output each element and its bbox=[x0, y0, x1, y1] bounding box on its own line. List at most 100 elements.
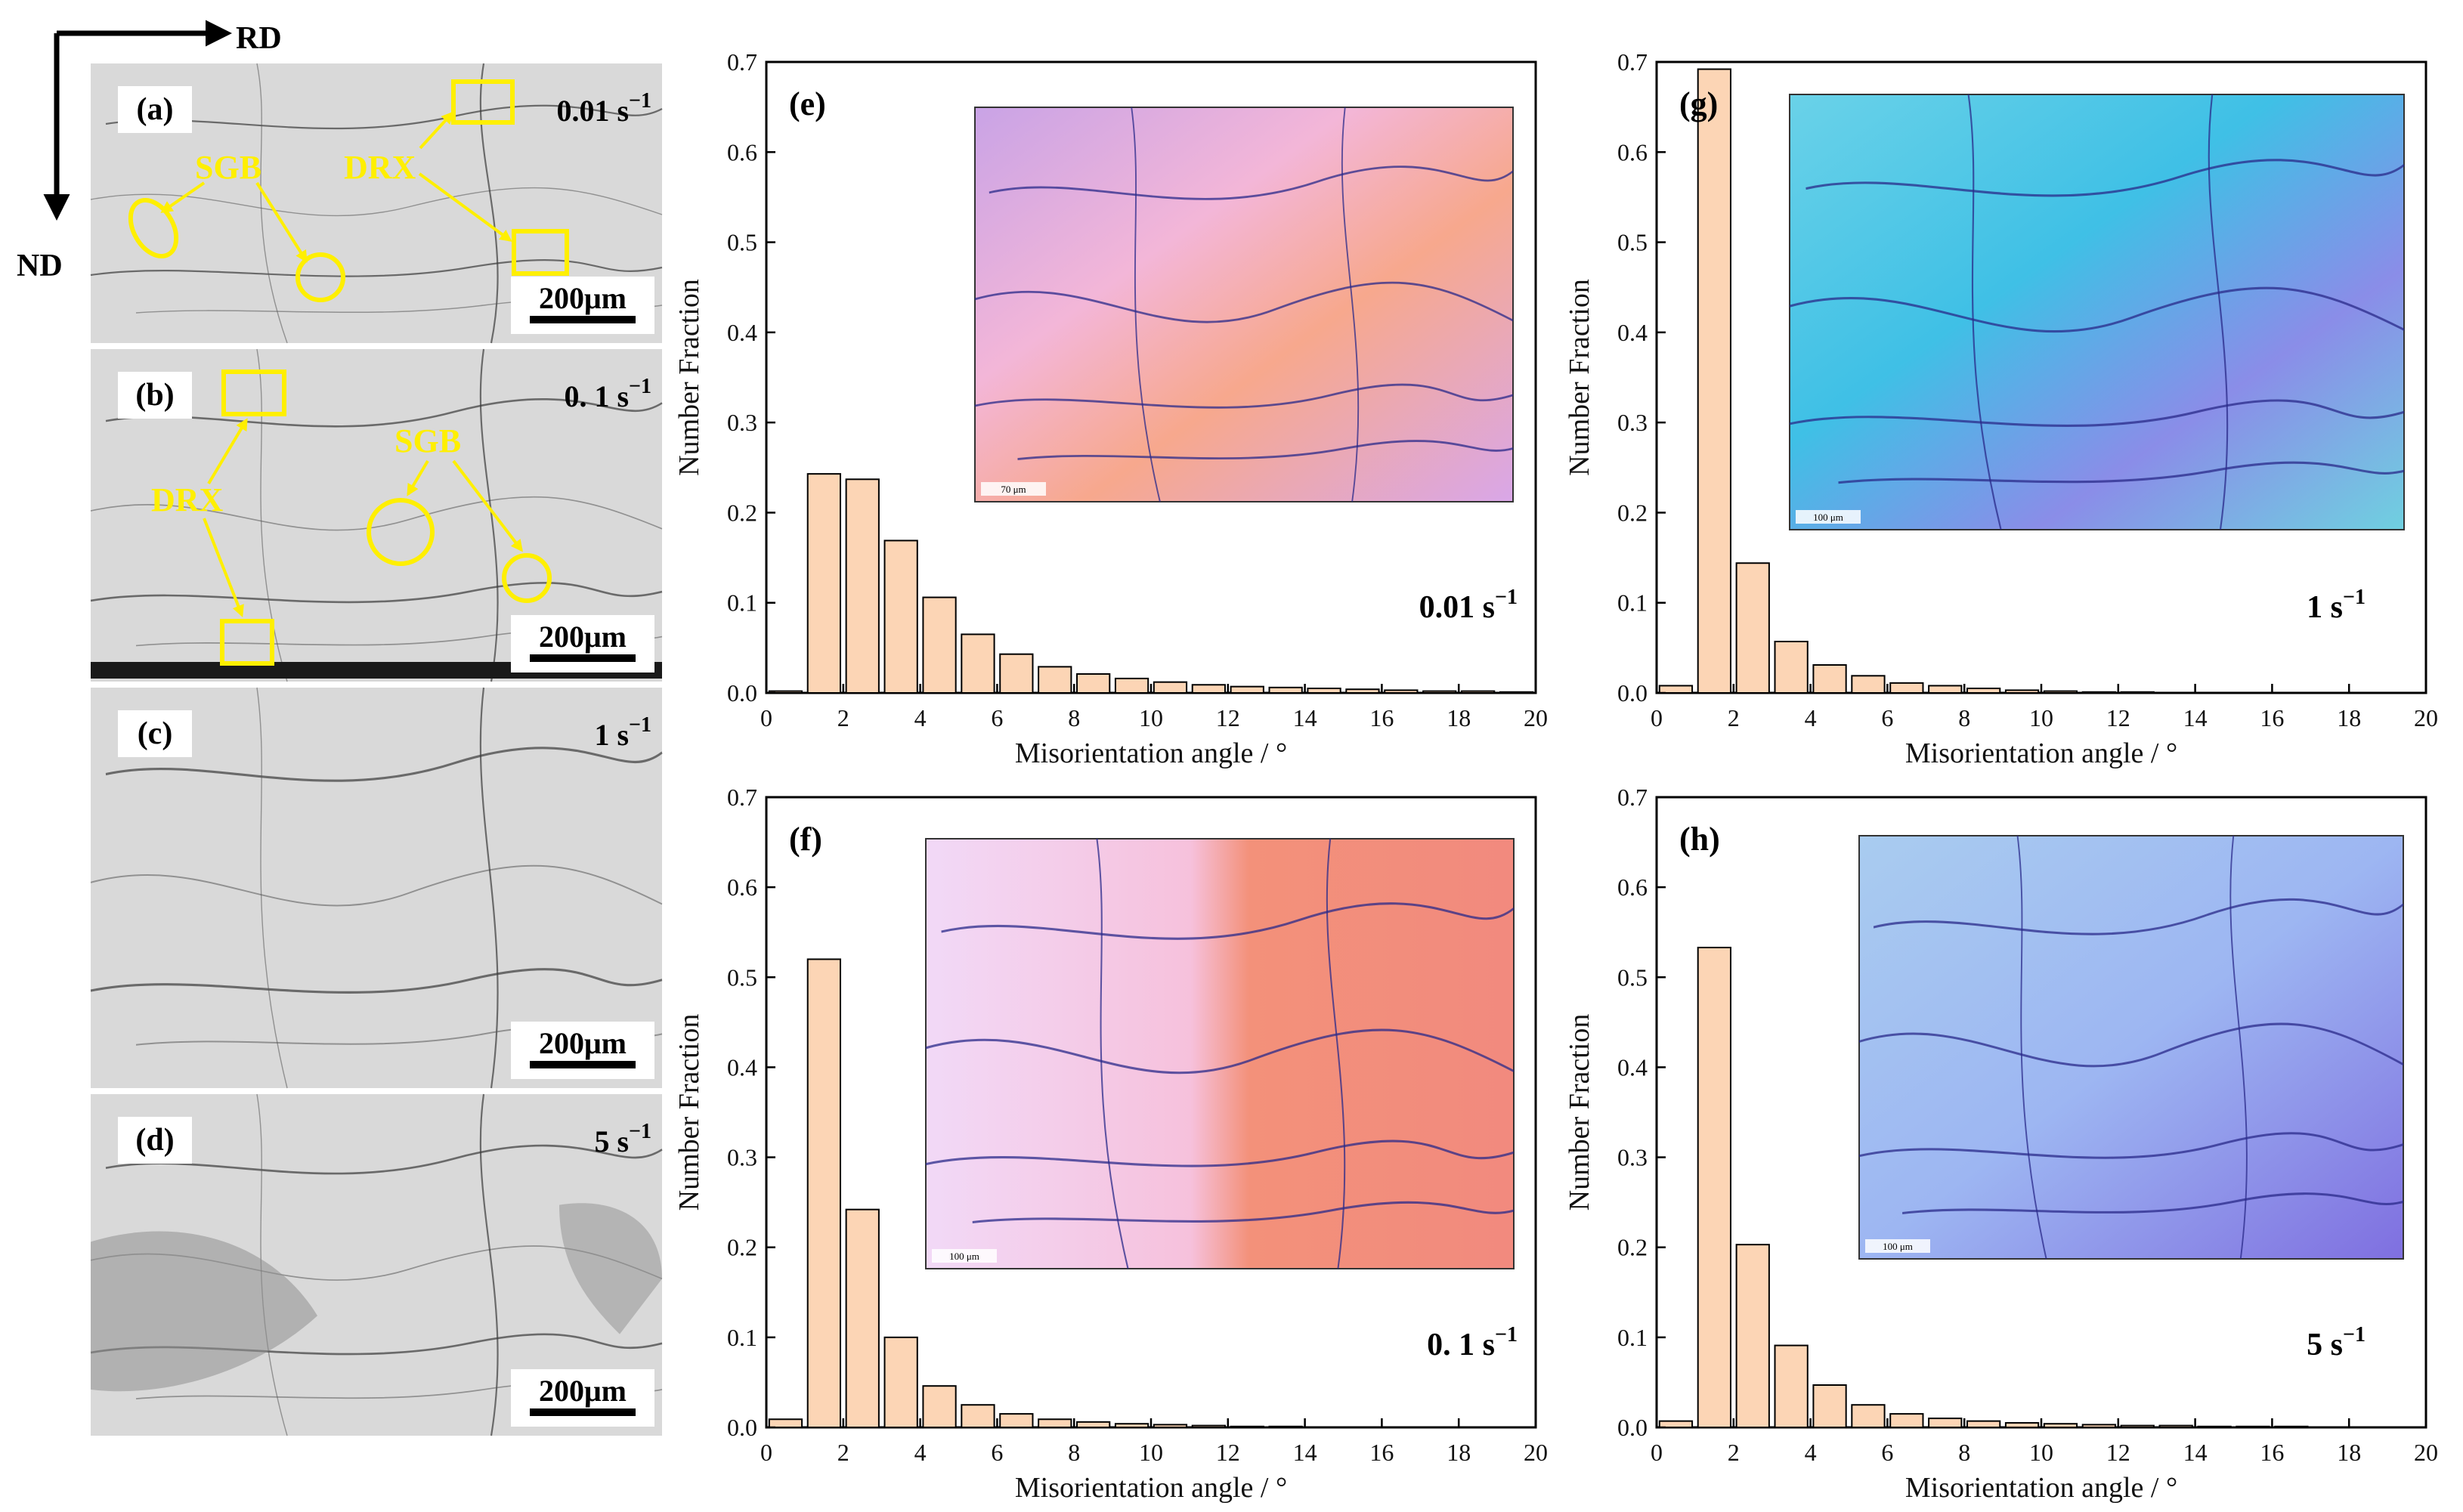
bar bbox=[1268, 686, 1303, 694]
annotation-arrow bbox=[419, 111, 454, 150]
bar bbox=[1812, 664, 1847, 694]
x-tick-label: 12 bbox=[1216, 704, 1240, 731]
bar bbox=[768, 1418, 803, 1428]
annotation-arrow bbox=[418, 172, 512, 242]
bar bbox=[1345, 688, 1380, 694]
scale-bar bbox=[530, 1408, 636, 1416]
x-tick-label: 6 bbox=[1881, 1439, 1893, 1466]
bar bbox=[2004, 689, 2040, 694]
drx-marker bbox=[512, 229, 569, 276]
x-tick-label: 4 bbox=[1805, 1439, 1817, 1466]
x-tick-label: 20 bbox=[1524, 1439, 1548, 1466]
x-tick-label: 8 bbox=[1958, 1439, 1970, 1466]
micrograph-panel: (b) 0. 1 s−1 200μm bbox=[90, 348, 663, 682]
x-tick-label: 10 bbox=[1139, 704, 1163, 731]
bar bbox=[845, 478, 880, 694]
y-tick-label: 0.7 bbox=[727, 784, 757, 811]
ebsd-scale-label: 100 μm bbox=[1813, 512, 1843, 523]
x-tick-label: 20 bbox=[1524, 704, 1548, 731]
x-axis-label: Misorientation angle / ° bbox=[1905, 1472, 2177, 1504]
bar bbox=[1812, 1384, 1847, 1428]
chart-strain-rate: 1 s−1 bbox=[2307, 586, 2366, 625]
y-tick-label: 0.6 bbox=[727, 873, 757, 901]
bar bbox=[2120, 1424, 2155, 1429]
drx-marker bbox=[220, 619, 274, 666]
x-tick-label: 16 bbox=[1369, 704, 1394, 731]
y-tick-label: 0.5 bbox=[1617, 963, 1648, 991]
x-tick-label: 8 bbox=[1958, 704, 1970, 731]
scale-bar bbox=[530, 654, 636, 662]
x-tick-label: 0 bbox=[760, 704, 772, 731]
annotation-arrow bbox=[203, 518, 244, 617]
bar bbox=[1889, 1413, 1924, 1428]
grain-boundaries bbox=[90, 63, 663, 344]
y-tick-label: 0.4 bbox=[1617, 1053, 1648, 1081]
x-tick-label: 0 bbox=[1651, 1439, 1663, 1466]
panel-label-box bbox=[118, 710, 192, 757]
x-axis-label: Misorientation angle / ° bbox=[1015, 737, 1287, 769]
ebsd-map bbox=[1858, 835, 2404, 1260]
rd-label: RD bbox=[236, 21, 282, 56]
sgb-marker bbox=[367, 498, 435, 566]
x-tick-label: 8 bbox=[1068, 1439, 1080, 1466]
ebsd-scale-box bbox=[932, 1249, 997, 1263]
x-tick-label: 10 bbox=[1139, 1439, 1163, 1466]
bar bbox=[1735, 562, 1770, 694]
bar bbox=[883, 540, 918, 694]
chart-panel: 0 2 4 6 8 10 12 14 16 18 20 0.0 0.1 0.2 0.3 0.4 0.5 0.6 0.… bbox=[673, 48, 1548, 769]
y-tick-label: 0.0 bbox=[727, 679, 757, 707]
chart-panel-label: (h) bbox=[1679, 821, 1720, 858]
bar bbox=[999, 1413, 1034, 1428]
sgb-marker bbox=[295, 252, 345, 302]
drx-marker bbox=[451, 79, 515, 125]
scale-box bbox=[511, 277, 654, 334]
sgb-label: SGB bbox=[395, 422, 461, 459]
x-tick-label: 10 bbox=[2029, 704, 2053, 731]
x-tick-label: 2 bbox=[1728, 1439, 1740, 1466]
x-tick-label: 18 bbox=[1447, 704, 1471, 731]
x-tick-label: 16 bbox=[2260, 1439, 2284, 1466]
ebsd-map bbox=[974, 107, 1514, 502]
scale-bar bbox=[530, 1061, 636, 1068]
bar bbox=[2081, 1424, 2116, 1428]
panel-label: (a) bbox=[137, 92, 174, 127]
scale-box bbox=[511, 615, 654, 673]
scale-bar bbox=[530, 316, 636, 323]
bar bbox=[1114, 1423, 1150, 1428]
annotations-a: SGB DRX bbox=[128, 79, 569, 302]
bar bbox=[1774, 641, 1809, 694]
strain-rate-label: 5 s−1 bbox=[594, 1120, 651, 1158]
scale-bar-label: 200μm bbox=[539, 281, 627, 315]
bar bbox=[806, 473, 841, 694]
scale-box bbox=[511, 1369, 654, 1427]
panel-label: (d) bbox=[135, 1123, 174, 1158]
micrograph-column: (a) 0.01 s−1 200μm (b) 0. 1 s−1 200μm (c) 1 s−1… bbox=[90, 63, 663, 1436]
bar bbox=[1461, 690, 1496, 694]
ebsd-map bbox=[1789, 94, 2405, 530]
chart-strain-rate: 0.01 s−1 bbox=[1419, 586, 1518, 625]
bar bbox=[1851, 675, 1886, 694]
x-tick-label: 20 bbox=[2414, 1439, 2438, 1466]
drx-label: DRX bbox=[344, 149, 416, 186]
x-tick-label: 12 bbox=[1216, 1439, 1240, 1466]
y-tick-label: 0.2 bbox=[1617, 499, 1648, 526]
x-tick-label: 6 bbox=[991, 1439, 1003, 1466]
x-tick-label: 4 bbox=[914, 704, 927, 731]
annotation-arrow bbox=[255, 181, 308, 263]
ebsd-grain-boundaries bbox=[1789, 94, 2405, 530]
x-tick-label: 2 bbox=[837, 1439, 849, 1466]
annotation-arrow bbox=[207, 418, 248, 485]
bar bbox=[1076, 673, 1111, 694]
bar bbox=[1038, 1418, 1072, 1428]
x-tick-label: 2 bbox=[837, 704, 849, 731]
panel-label: (c) bbox=[138, 716, 173, 751]
x-tick-label: 6 bbox=[991, 704, 1003, 731]
chart-panel: 0 2 4 6 8 10 12 14 16 18 20 0.0 0.1 0.2 0.3 0.4 0.5 0.6 0.… bbox=[673, 784, 1548, 1504]
x-tick-label: 4 bbox=[914, 1439, 927, 1466]
bar bbox=[1658, 685, 1694, 694]
x-tick-label: 14 bbox=[1293, 704, 1317, 731]
x-tick-label: 12 bbox=[2106, 704, 2130, 731]
micrograph-panel: (d) 5 s−1 200μm bbox=[90, 1093, 663, 1436]
nd-label: ND bbox=[17, 249, 63, 283]
